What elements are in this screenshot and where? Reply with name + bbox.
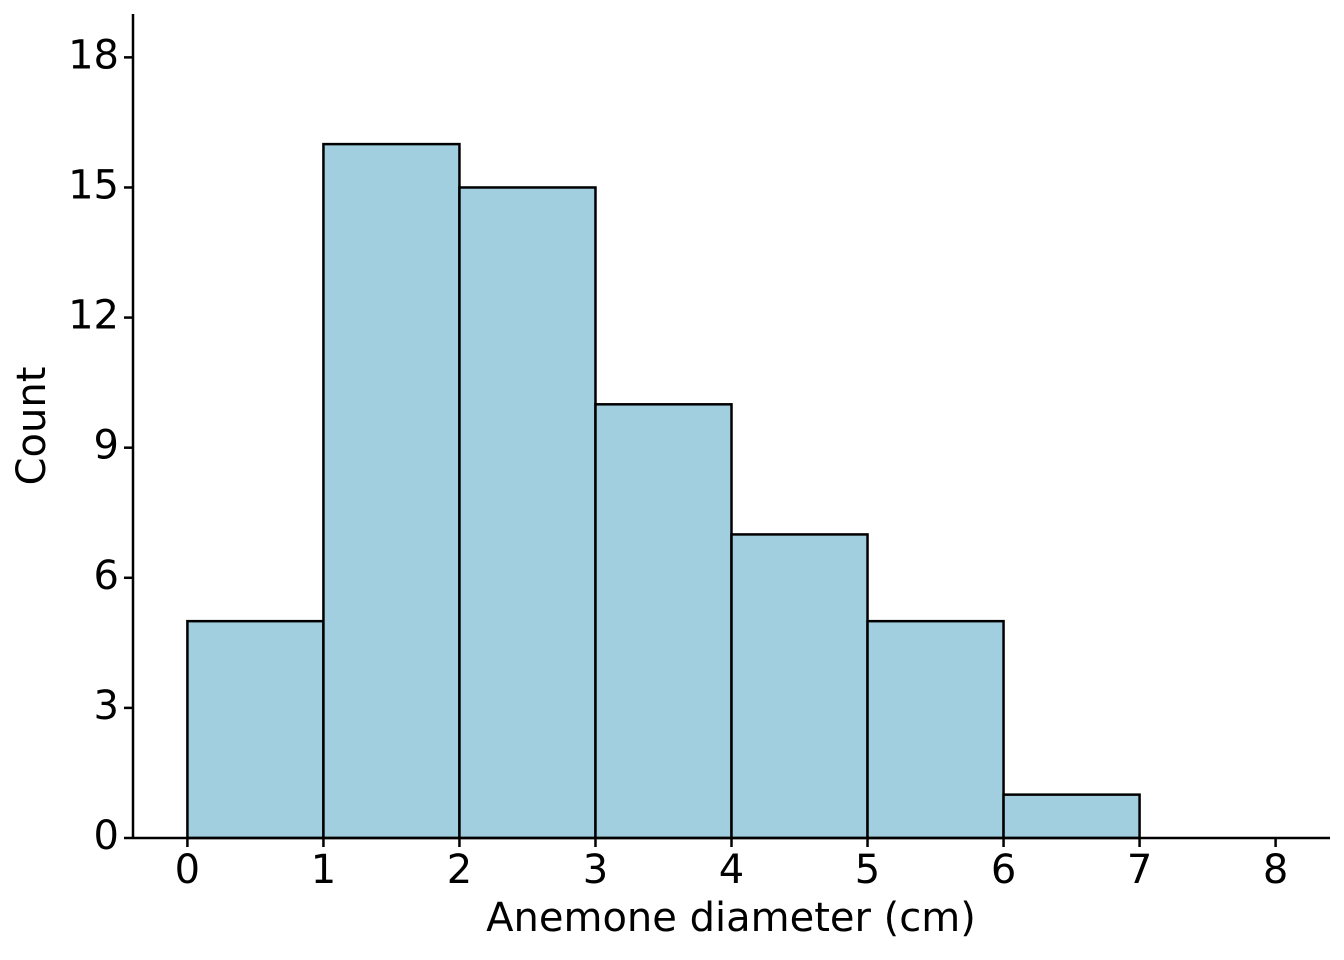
y-tick-label: 9: [94, 423, 119, 469]
y-axis-label: Count: [9, 367, 55, 486]
y-tick-label: 3: [94, 683, 119, 729]
x-tick-label: 7: [1127, 847, 1152, 893]
x-tick-label: 8: [1263, 847, 1288, 893]
bar: [594, 403, 733, 840]
y-tick-label: 15: [68, 162, 119, 208]
y-tick-label: 18: [68, 32, 119, 78]
x-tick-label: 6: [991, 847, 1016, 893]
y-tick-label: 12: [68, 293, 119, 339]
bar: [1002, 793, 1141, 840]
x-tick-label: 1: [311, 847, 336, 893]
bar: [730, 533, 869, 840]
bar: [866, 619, 1005, 840]
y-tick-label: 6: [94, 553, 119, 599]
bar: [458, 186, 597, 840]
y-tick-label: 0: [94, 813, 119, 859]
x-tick-label: 3: [583, 847, 608, 893]
x-axis-label: Anemone diameter (cm): [486, 895, 976, 941]
bar: [186, 619, 325, 840]
x-tick-label: 0: [175, 847, 200, 893]
x-tick-label: 4: [719, 847, 744, 893]
x-tick-label: 5: [855, 847, 880, 893]
bar: [322, 142, 461, 840]
x-tick-label: 2: [447, 847, 472, 893]
